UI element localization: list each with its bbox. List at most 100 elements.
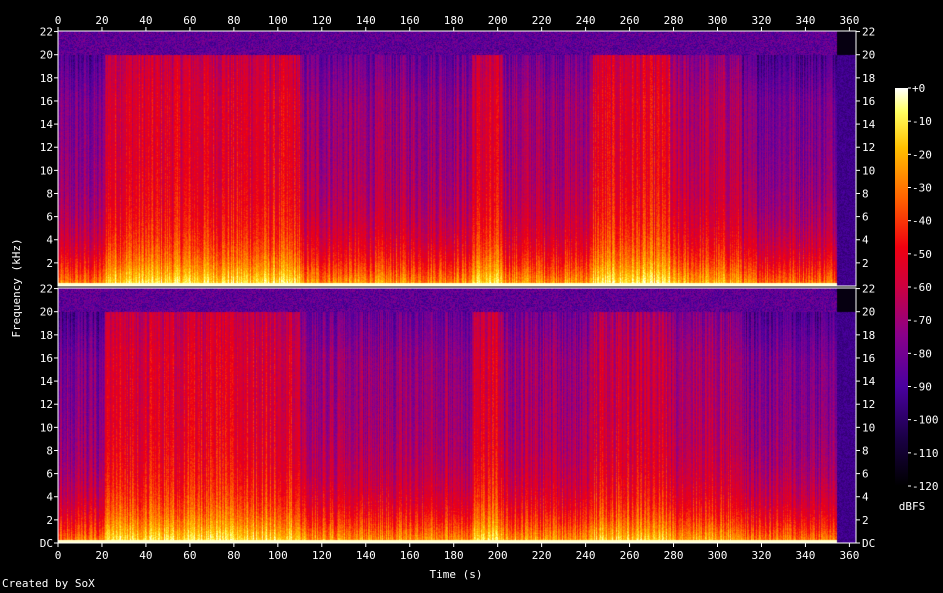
colorbar-tick-label: -100 [912, 414, 939, 427]
y-tick-label-left: 12 [40, 398, 53, 411]
plot-frame-top [57, 30, 857, 287]
x-tick-label-bottom: 100 [268, 549, 288, 562]
y-tick-label-right: 8 [862, 444, 869, 457]
y-tick-label-left: 10 [40, 164, 53, 177]
y-tick-label-right: 14 [862, 118, 876, 131]
y-tick-label-left: 2 [46, 257, 53, 270]
x-tick-label-bottom: 300 [708, 549, 728, 562]
colorbar-tick-label: -40 [912, 215, 932, 228]
colorbar-tick-label: -20 [912, 148, 932, 161]
y-tick-label-left: 2 [46, 514, 53, 527]
y-tick-label-right: 20 [862, 306, 875, 319]
y-tick-label-left: 6 [46, 468, 53, 481]
y-tick-label-left: 8 [46, 444, 53, 457]
x-tick-label-bottom: 340 [796, 549, 816, 562]
x-tick-label-top: 300 [708, 14, 728, 27]
colorbar-tick-label: -30 [912, 182, 932, 195]
y-tick-label-left: 6 [46, 211, 53, 224]
y-tick-label-right: 12 [862, 141, 875, 154]
y-tick-label-left: DC [40, 537, 53, 550]
x-tick-label-top: 120 [312, 14, 332, 27]
colorbar-tick-label: -50 [912, 248, 932, 261]
x-tick-label-top: 340 [796, 14, 816, 27]
x-tick-label-bottom: 240 [576, 549, 596, 562]
plot-frame-bottom [57, 287, 857, 544]
x-tick-label-top: 360 [839, 14, 859, 27]
x-tick-label-top: 180 [444, 14, 464, 27]
x-tick-label-bottom: 220 [532, 549, 552, 562]
x-tick-label-top: 40 [139, 14, 152, 27]
y-tick-label-right: 16 [862, 352, 875, 365]
x-tick-label-top: 220 [532, 14, 552, 27]
y-tick-label-left: 20 [40, 49, 53, 62]
x-tick-label-top: 0 [55, 14, 62, 27]
y-tick-label-left: 12 [40, 141, 53, 154]
x-tick-label-top: 20 [95, 14, 108, 27]
x-tick-label-bottom: 0 [55, 549, 62, 562]
y-tick-label-left: 22 [40, 283, 53, 296]
y-tick-label-left: 22 [40, 26, 53, 39]
y-tick-label-left: 4 [46, 491, 53, 504]
colorbar [895, 88, 908, 486]
x-tick-label-top: 260 [620, 14, 640, 27]
spectrogram-image-bottom [58, 288, 856, 543]
y-tick-label-right: 10 [862, 164, 875, 177]
y-tick-label-right: 18 [862, 329, 875, 342]
y-tick-label-left: 4 [46, 234, 53, 247]
x-tick-label-bottom: 260 [620, 549, 640, 562]
colorbar-tick-label: -10 [912, 115, 932, 128]
y-tick-label-left: 14 [40, 375, 54, 388]
y-tick-label-right: 14 [862, 375, 876, 388]
y-tick-label-left: 14 [40, 118, 54, 131]
x-tick-label-bottom: 280 [664, 549, 684, 562]
y-tick-label-right: 4 [862, 234, 869, 247]
x-tick-label-bottom: 140 [356, 549, 376, 562]
colorbar-tick-label: +0 [912, 82, 925, 95]
y-tick-label-right: 4 [862, 491, 869, 504]
x-tick-label-top: 240 [576, 14, 596, 27]
y-tick-label-left: 16 [40, 95, 53, 108]
x-tick-label-bottom: 160 [400, 549, 420, 562]
y-tick-label-right: 2 [862, 257, 869, 270]
y-tick-label-left: 18 [40, 329, 53, 342]
y-axis-title: Frequency (kHz) [10, 238, 23, 337]
y-tick-label-right: 22 [862, 283, 875, 296]
x-tick-label-bottom: 120 [312, 549, 332, 562]
y-tick-label-right: 6 [862, 468, 869, 481]
colorbar-label: dBFS [899, 500, 926, 513]
x-axis-title: Time (s) [430, 568, 483, 581]
y-tick-label-right: 12 [862, 398, 875, 411]
x-tick-label-top: 80 [227, 14, 240, 27]
y-tick-label-right: 2 [862, 514, 869, 527]
spectrogram-image-top [58, 31, 856, 286]
x-tick-label-bottom: 20 [95, 549, 108, 562]
x-tick-label-top: 280 [664, 14, 684, 27]
x-tick-label-top: 200 [488, 14, 508, 27]
x-tick-label-bottom: 320 [752, 549, 772, 562]
y-tick-label-left: 8 [46, 187, 53, 200]
x-tick-label-top: 100 [268, 14, 288, 27]
colorbar-tick-label: -70 [912, 314, 932, 327]
y-tick-label-left: 16 [40, 352, 53, 365]
y-tick-label-right: 16 [862, 95, 875, 108]
y-tick-label-right: 8 [862, 187, 869, 200]
y-tick-label-right: 10 [862, 421, 875, 434]
colorbar-tick-label: -80 [912, 347, 932, 360]
x-tick-label-bottom: 80 [227, 549, 240, 562]
x-tick-label-top: 320 [752, 14, 772, 27]
y-tick-label-left: 20 [40, 306, 53, 319]
colorbar-tick-label: -120 [912, 480, 939, 493]
colorbar-tick-label: -90 [912, 381, 932, 394]
y-tick-label-right: 18 [862, 72, 875, 85]
x-tick-label-top: 140 [356, 14, 376, 27]
footer-credit: Created by SoX [2, 577, 95, 590]
x-tick-label-bottom: 40 [139, 549, 152, 562]
y-tick-label-left: 18 [40, 72, 53, 85]
y-tick-label-right: 22 [862, 26, 875, 39]
y-tick-label-right: DC [862, 537, 875, 550]
colorbar-tick-label: -60 [912, 281, 932, 294]
axes-group: 0 0 20 20 40 40 60 60 80 80 100 100 120 120 140 140 160 1… [40, 14, 939, 562]
y-tick-label-left: 10 [40, 421, 53, 434]
x-tick-label-top: 160 [400, 14, 420, 27]
